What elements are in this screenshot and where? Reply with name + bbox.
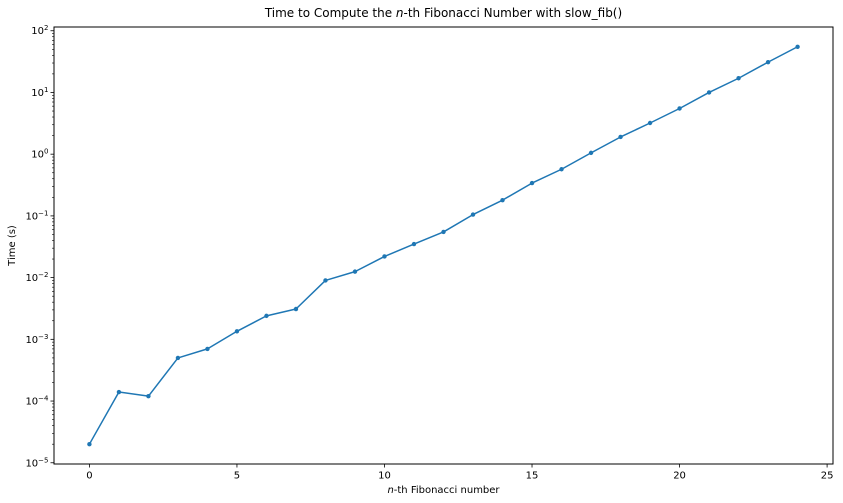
data-point (382, 254, 387, 259)
y-tick-label: 100 (31, 148, 48, 161)
y-tick-label: 10−3 (25, 333, 48, 346)
data-point (618, 134, 623, 140)
data-point (352, 269, 358, 274)
data-point (677, 106, 682, 111)
data-point (470, 212, 476, 217)
data-points (87, 44, 800, 447)
data-point (647, 120, 653, 126)
chart-title: Time to Compute the n-th Fibonacci Numbe… (264, 6, 622, 20)
y-axis: 10−5 10−4 10−3 10−2 10−1 100 101 102 (25, 24, 54, 469)
x-tick-label: 15 (526, 471, 539, 482)
x-tick-label: 25 (821, 471, 834, 482)
data-point (500, 197, 505, 203)
data-point (234, 329, 240, 334)
data-point (559, 167, 564, 172)
data-point (323, 278, 328, 283)
data-point (588, 150, 594, 156)
data-point (736, 76, 741, 81)
y-tick-label: 10−1 (25, 209, 48, 222)
data-point (441, 229, 446, 235)
data-point (264, 313, 269, 319)
y-minor-ticks (52, 33, 54, 445)
x-axis-label: n-th Fibonacci number (387, 485, 500, 496)
y-tick-label: 10−2 (25, 271, 48, 284)
x-tick-label: 20 (673, 471, 686, 482)
data-point (765, 59, 771, 65)
x-tick-label: 10 (378, 471, 391, 482)
y-tick-label: 10−5 (25, 456, 48, 469)
x-axis: 0 5 10 15 20 25 (86, 464, 833, 482)
data-point (293, 306, 299, 312)
data-point (205, 346, 210, 352)
data-point (116, 389, 122, 395)
data-point (87, 441, 92, 447)
data-point (706, 90, 712, 95)
y-tick-label: 10−4 (25, 395, 49, 408)
y-axis-label: Time (s) (7, 225, 18, 267)
plot-area-border (53, 26, 834, 465)
data-point (175, 355, 181, 361)
data-point (795, 44, 800, 49)
data-point (146, 393, 151, 399)
x-tick-label: 5 (234, 471, 240, 482)
y-tick-label: 102 (31, 24, 48, 37)
x-tick-label: 0 (86, 471, 92, 482)
y-tick-label: 101 (31, 86, 48, 99)
data-point (529, 180, 535, 186)
data-point (411, 241, 417, 247)
